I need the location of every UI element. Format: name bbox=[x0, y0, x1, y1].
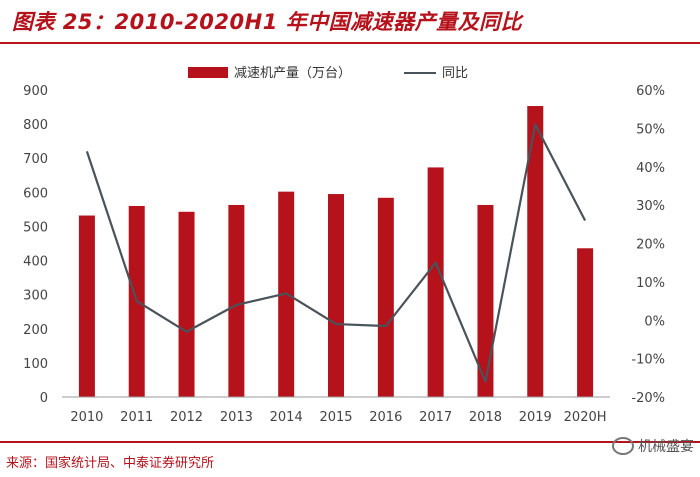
chart-title: 图表 25：2010-2020H1 年中国减速器产量及同比 bbox=[12, 10, 523, 34]
legend-label-bar: 减速机产量（万台） bbox=[234, 66, 351, 81]
right-tick-label: 20% bbox=[636, 238, 665, 253]
left-tick-label: 0 bbox=[40, 391, 48, 406]
bar bbox=[78, 215, 95, 397]
left-tick-label: 900 bbox=[23, 84, 48, 99]
x-tick-label: 2016 bbox=[369, 410, 402, 425]
left-tick-label: 300 bbox=[23, 289, 48, 304]
right-tick-label: 10% bbox=[636, 276, 665, 291]
x-tick-label: 2015 bbox=[319, 410, 352, 425]
x-tick-label: 2010 bbox=[70, 410, 103, 425]
left-tick-label: 400 bbox=[23, 255, 48, 270]
bar bbox=[577, 248, 594, 397]
wechat-icon bbox=[612, 437, 634, 455]
right-tick-label: -10% bbox=[631, 353, 665, 368]
bar bbox=[228, 204, 245, 397]
watermark-text: 机械盛宴 bbox=[638, 439, 694, 455]
legend-label-line: 同比 bbox=[442, 66, 468, 81]
right-tick-label: 30% bbox=[636, 199, 665, 214]
right-tick-label: 40% bbox=[636, 161, 665, 176]
left-tick-label: 200 bbox=[23, 323, 48, 338]
footer-divider bbox=[0, 441, 700, 443]
left-tick-label: 600 bbox=[23, 186, 48, 201]
x-axis: 2010 2011 2012 2013 2014 2015 2016 2017 2018 2019… bbox=[62, 396, 610, 425]
left-axis: 0 100 200 300 400 500 600 700 800 900 bbox=[23, 84, 48, 406]
left-tick-label: 800 bbox=[23, 118, 48, 133]
legend: 减速机产量（万台） 同比 bbox=[188, 66, 468, 81]
bar bbox=[377, 197, 394, 397]
legend-swatch-bar bbox=[188, 67, 228, 78]
chart: 减速机产量（万台） 同比 0 100 200 300 400 500 600 700 800 900… bbox=[23, 66, 665, 425]
right-tick-label: 0% bbox=[644, 314, 665, 329]
title-divider bbox=[0, 42, 700, 44]
x-tick-label: 2018 bbox=[469, 410, 502, 425]
x-tick-label: 2019 bbox=[519, 410, 552, 425]
bar bbox=[427, 167, 444, 397]
x-tick-label: 2020H bbox=[564, 410, 607, 425]
bar-series bbox=[78, 106, 594, 397]
left-tick-label: 100 bbox=[23, 357, 48, 372]
line-series bbox=[85, 123, 587, 383]
left-tick-label: 700 bbox=[23, 152, 48, 167]
right-axis: -20% -10% 0% 10% 20% 30% 40% 50% 60% bbox=[631, 84, 665, 406]
x-tick-label: 2013 bbox=[220, 410, 253, 425]
source-note: 来源：国家统计局、中泰证券研究所 bbox=[6, 456, 215, 471]
right-tick-label: 50% bbox=[636, 122, 665, 137]
bar bbox=[477, 204, 494, 397]
x-tick-label: 2017 bbox=[419, 410, 452, 425]
bar bbox=[328, 194, 344, 397]
x-tick-label: 2011 bbox=[120, 410, 153, 425]
x-tick-label: 2012 bbox=[170, 410, 203, 425]
right-tick-label: -20% bbox=[631, 391, 665, 406]
watermark: 机械盛宴 bbox=[612, 436, 694, 456]
right-tick-label: 60% bbox=[636, 84, 665, 99]
bar bbox=[178, 211, 195, 397]
x-tick-label: 2014 bbox=[270, 410, 303, 425]
bar bbox=[527, 106, 544, 397]
left-tick-label: 500 bbox=[23, 220, 48, 235]
